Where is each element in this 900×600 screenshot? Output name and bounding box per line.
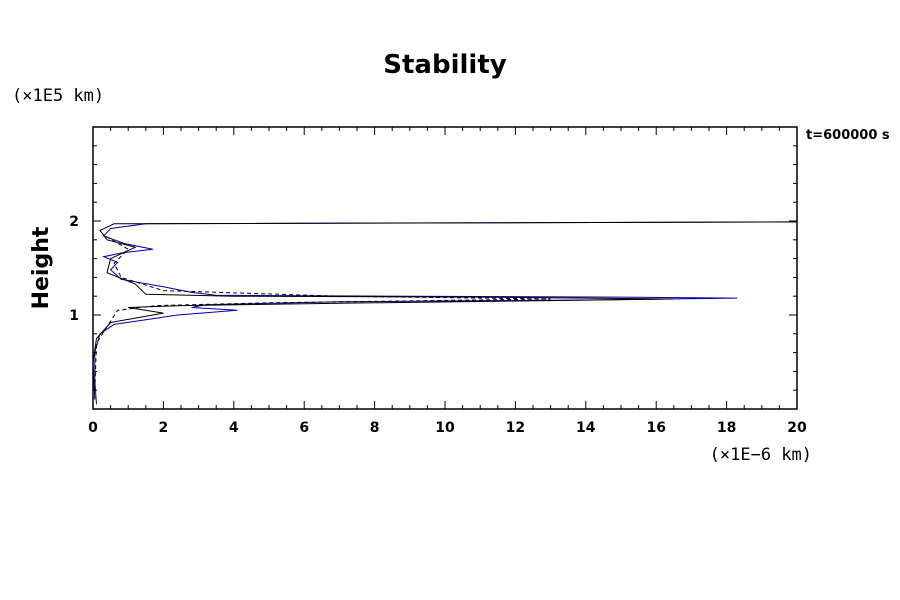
x-tick-label: 14	[576, 420, 596, 436]
plot-frame	[92, 126, 798, 410]
x-tick-label: 20	[787, 420, 807, 436]
data-series	[92, 221, 798, 405]
x-tick-label: 4	[229, 420, 239, 436]
x-tick-label: 8	[370, 420, 380, 436]
x-tick-label: 16	[646, 420, 665, 436]
x-unit-label: (×1E−6 km)	[710, 445, 812, 465]
chart-title: Stability	[383, 50, 506, 80]
x-tick-label: 0	[88, 420, 98, 436]
y-tick-label: 1	[69, 308, 79, 324]
series-line-1	[94, 221, 798, 405]
x-tick-label: 6	[299, 420, 309, 436]
x-tick-label: 10	[435, 420, 455, 436]
x-tick-label: 12	[506, 420, 525, 436]
y-axis-label: Height	[29, 226, 54, 309]
x-tick-label: 18	[717, 420, 736, 436]
time-label: t=600000 s	[806, 128, 890, 143]
series-line-3	[94, 234, 551, 391]
x-tick-label: 2	[159, 420, 169, 436]
y-tick-label: 2	[69, 214, 79, 230]
series-line-2	[92, 221, 798, 400]
y-unit-label: (×1E5 km)	[12, 86, 104, 106]
